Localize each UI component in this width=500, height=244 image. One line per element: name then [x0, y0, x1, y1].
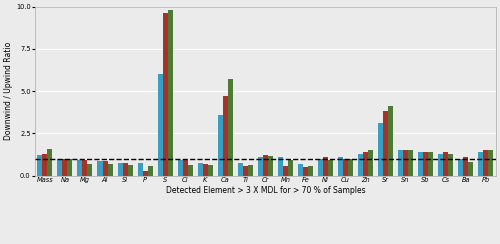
- Bar: [162, 13, 168, 176]
- Bar: [258, 157, 263, 176]
- Bar: [122, 163, 128, 176]
- Bar: [238, 163, 243, 176]
- Bar: [398, 150, 403, 176]
- Bar: [208, 165, 212, 176]
- Bar: [88, 164, 92, 176]
- Bar: [268, 156, 273, 176]
- Bar: [138, 163, 142, 176]
- Bar: [438, 154, 443, 176]
- Bar: [388, 106, 393, 176]
- Bar: [62, 159, 68, 176]
- Bar: [148, 165, 152, 176]
- Bar: [303, 167, 308, 176]
- Bar: [343, 159, 348, 176]
- Bar: [328, 161, 333, 176]
- Bar: [42, 154, 48, 176]
- Bar: [348, 159, 353, 176]
- Bar: [98, 161, 102, 176]
- Bar: [383, 112, 388, 176]
- Bar: [108, 164, 112, 176]
- Bar: [443, 152, 448, 176]
- Bar: [478, 152, 484, 176]
- Bar: [48, 149, 52, 176]
- Bar: [78, 161, 82, 176]
- Bar: [68, 159, 72, 176]
- Bar: [484, 150, 488, 176]
- Bar: [248, 165, 253, 176]
- Bar: [458, 159, 464, 176]
- Bar: [338, 157, 343, 176]
- Bar: [428, 152, 433, 176]
- Bar: [178, 161, 182, 176]
- Bar: [102, 161, 108, 176]
- Bar: [378, 123, 383, 176]
- Bar: [58, 159, 62, 176]
- Bar: [118, 163, 122, 176]
- Bar: [243, 165, 248, 176]
- Bar: [363, 152, 368, 176]
- Bar: [298, 164, 303, 176]
- Bar: [278, 157, 283, 176]
- Y-axis label: Downwind / Upwind Ratio: Downwind / Upwind Ratio: [4, 42, 13, 140]
- Bar: [218, 115, 223, 176]
- Bar: [488, 150, 494, 176]
- Bar: [128, 165, 132, 176]
- Bar: [418, 152, 423, 176]
- Bar: [38, 155, 43, 176]
- Bar: [403, 150, 408, 176]
- Bar: [368, 150, 373, 176]
- X-axis label: Detected Element > 3 X MDL for > 70 % of Samples: Detected Element > 3 X MDL for > 70 % of…: [166, 186, 365, 195]
- Bar: [288, 161, 293, 176]
- Bar: [464, 157, 468, 176]
- Bar: [228, 79, 233, 176]
- Bar: [223, 96, 228, 176]
- Bar: [283, 166, 288, 176]
- Bar: [202, 164, 207, 176]
- Bar: [263, 155, 268, 176]
- Bar: [198, 163, 202, 176]
- Bar: [448, 154, 453, 176]
- Bar: [423, 152, 428, 176]
- Bar: [323, 157, 328, 176]
- Bar: [142, 171, 148, 176]
- Bar: [188, 165, 192, 176]
- Bar: [182, 161, 188, 176]
- Bar: [408, 150, 413, 176]
- Bar: [82, 161, 87, 176]
- Bar: [158, 74, 162, 176]
- Bar: [468, 162, 473, 176]
- Bar: [168, 10, 172, 176]
- Bar: [308, 166, 313, 176]
- Bar: [318, 159, 323, 176]
- Bar: [358, 154, 363, 176]
